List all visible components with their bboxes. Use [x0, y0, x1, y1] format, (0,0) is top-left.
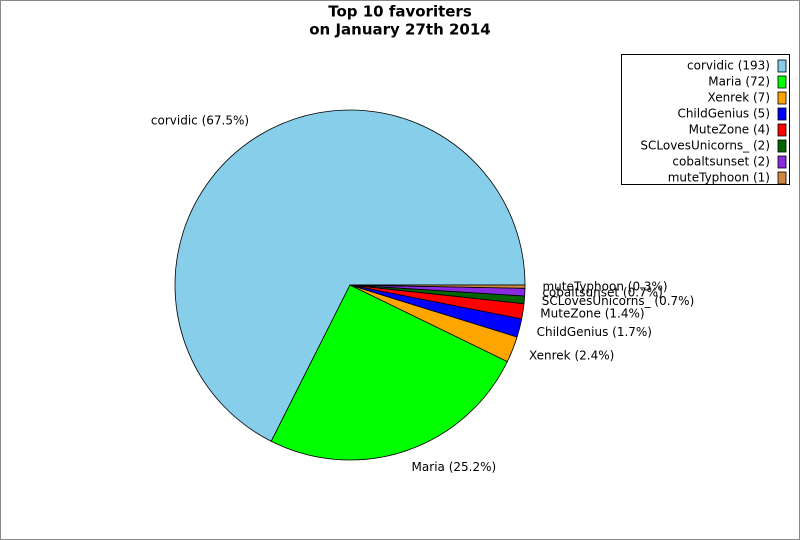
slice-label: Maria (25.2%)	[412, 460, 497, 474]
chart-title: on January 27th 2014	[309, 21, 490, 39]
slice-label: muteTyphoon (0.3%)	[542, 279, 667, 293]
legend-label: ChildGenius (5)	[677, 107, 770, 121]
legend-label: cobaltsunset (2)	[672, 155, 770, 169]
slice-label: Xenrek (2.4%)	[529, 348, 614, 362]
legend-swatch	[777, 171, 787, 185]
slice-label: SCLovesUnicorns_ (0.7%)	[542, 294, 694, 308]
slice-label: corvidic (67.5%)	[151, 114, 249, 128]
pie-slice	[270, 284, 508, 461]
legend-box	[621, 54, 790, 185]
slice-label: ChildGenius (1.7%)	[537, 325, 652, 339]
legend-label: corvidic (193)	[687, 59, 770, 73]
legend-swatch	[777, 91, 787, 105]
legend-label: SCLovesUnicorns_ (2)	[640, 139, 770, 153]
legend-label: Maria (72)	[708, 75, 770, 89]
slice-label: cobaltsunset (0.7%)	[542, 285, 662, 299]
legend-swatch	[777, 155, 787, 169]
legend-label: Xenrek (7)	[708, 91, 770, 105]
chart-title: Top 10 favoriters	[328, 3, 472, 21]
legend-swatch	[777, 107, 787, 121]
legend-swatch	[777, 75, 787, 89]
legend-label: muteTyphoon (1)	[668, 171, 770, 185]
legend-swatch	[777, 59, 787, 73]
pie-slice	[349, 284, 526, 289]
legend-swatch	[777, 123, 787, 137]
legend-label: MuteZone (4)	[689, 123, 770, 137]
pie-slice	[174, 109, 526, 442]
slice-label: MuteZone (1.4%)	[540, 306, 644, 320]
legend-swatch	[777, 139, 787, 153]
